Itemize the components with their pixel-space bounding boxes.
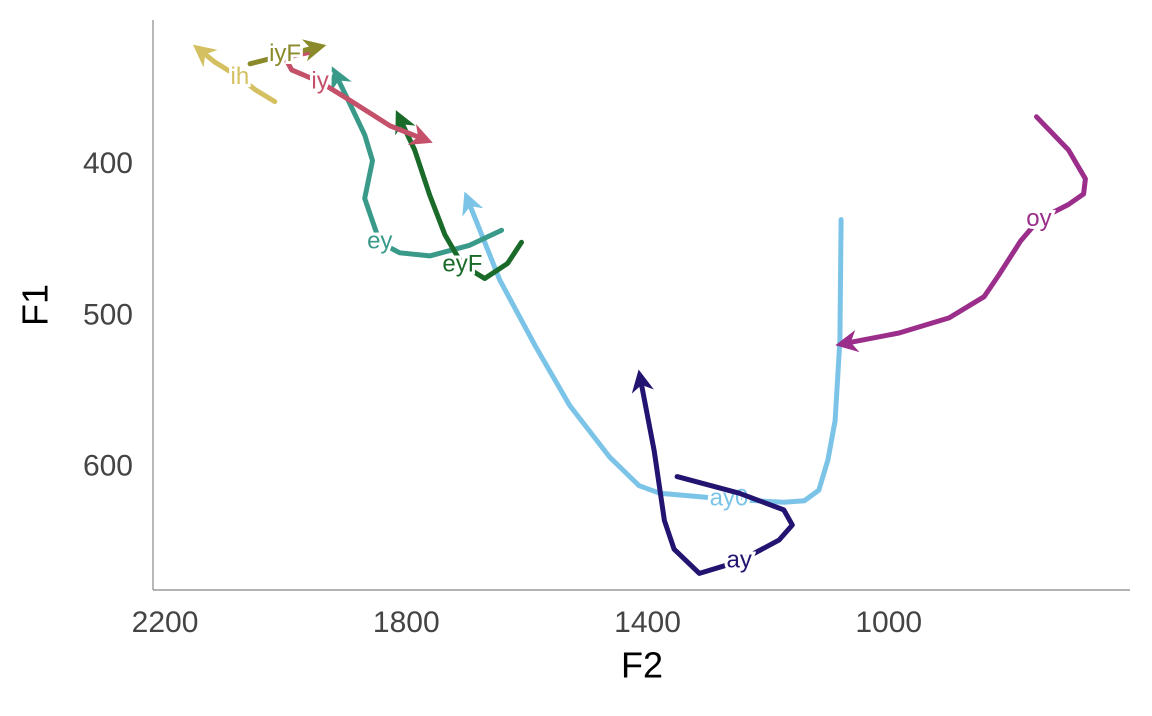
x-tick-label: 2200 <box>132 606 199 639</box>
trajectory <box>331 66 505 259</box>
y-tick-label: 400 <box>83 147 133 180</box>
series-label: eyF <box>442 250 482 277</box>
series-label: iyF <box>269 40 301 67</box>
trajectory <box>462 191 844 505</box>
x-axis-title: F2 <box>621 645 663 686</box>
trajectory <box>192 44 278 105</box>
series-label: oy <box>1026 205 1051 232</box>
trajectory <box>631 369 795 576</box>
x-tick-label: 1800 <box>373 606 440 639</box>
trajectory <box>395 110 524 281</box>
series-label: iy <box>311 67 328 94</box>
x-tick-label: 1400 <box>614 606 681 639</box>
trajectory <box>835 114 1088 353</box>
trajectory <box>247 39 327 67</box>
y-tick-label: 500 <box>83 298 133 331</box>
y-tick-label: 600 <box>83 449 133 482</box>
series-label: ey <box>367 228 392 255</box>
x-tick-label: 1000 <box>855 606 922 639</box>
y-axis-title: F1 <box>15 284 56 326</box>
series-label: ih <box>231 63 250 90</box>
series-label: ay <box>727 547 752 574</box>
trajectory <box>282 49 433 145</box>
